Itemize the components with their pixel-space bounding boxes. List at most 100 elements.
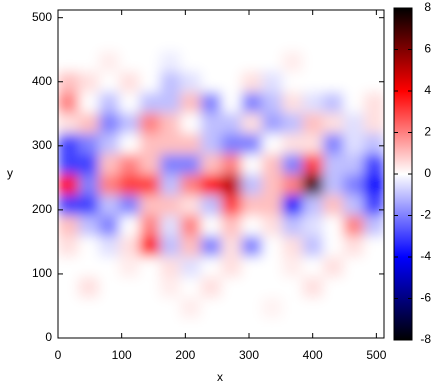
heatmap-cell	[322, 276, 344, 298]
heatmap-cell	[221, 297, 242, 318]
heatmap-cell	[159, 112, 181, 134]
heatmap-cell	[139, 51, 161, 72]
heatmap-cell	[200, 71, 222, 93]
heatmap-cell	[343, 276, 365, 298]
heatmap-cell	[282, 153, 303, 175]
heatmap-cell	[302, 256, 324, 277]
heatmap-cell	[302, 30, 324, 52]
heatmap-cell	[322, 51, 344, 72]
x-tick-label: 0	[55, 348, 62, 362]
colorbar-tick-label: -2	[420, 208, 431, 222]
heatmap-cell	[261, 235, 283, 257]
heatmap-cell	[200, 194, 222, 216]
heatmap-cell	[139, 92, 161, 113]
heatmap-cell	[119, 153, 140, 175]
heatmap-cell	[363, 133, 384, 154]
heatmap-cell	[302, 174, 324, 195]
heatmap-cell	[261, 92, 283, 113]
heatmap-cell	[180, 194, 202, 216]
heatmap-cell	[282, 276, 303, 298]
heatmap-cell	[78, 174, 100, 195]
heatmap-cell	[343, 133, 365, 154]
heatmap-cell	[159, 51, 181, 72]
heatmap-cell	[78, 297, 100, 318]
heatmap-cell	[139, 174, 161, 195]
heatmap-cell	[159, 92, 181, 113]
heatmap-cell	[119, 297, 140, 318]
x-tick-label: 400	[303, 348, 323, 362]
heatmap-cell	[180, 51, 202, 72]
heatmap-cell	[78, 30, 100, 52]
heatmap-cell	[241, 297, 263, 318]
heatmap-cell	[282, 112, 303, 134]
heatmap-cell	[363, 215, 384, 236]
heatmap-cell	[221, 174, 242, 195]
heatmap-cell	[200, 92, 222, 113]
heatmap-cell	[322, 92, 344, 113]
heatmap-cell	[78, 215, 100, 236]
heatmap-cell	[241, 112, 263, 134]
heatmap-cell	[119, 112, 140, 134]
heatmap-cell	[221, 71, 242, 93]
heatmap-cell	[139, 235, 161, 257]
heatmap-cell	[322, 297, 344, 318]
heatmap-cell	[98, 112, 120, 134]
heatmap-cell	[78, 276, 100, 298]
heatmap-cell	[322, 215, 344, 236]
heatmap-cell	[363, 112, 384, 134]
heatmap-cell	[119, 71, 140, 93]
y-tick-label: 0	[45, 330, 52, 344]
heatmap-cell	[119, 51, 140, 72]
heatmap-cell	[139, 30, 161, 52]
heatmap-cell	[139, 256, 161, 277]
heatmap-cell	[261, 112, 283, 134]
heatmap-cell	[159, 133, 181, 154]
heatmap-cell	[119, 133, 140, 154]
heatmap-cell	[159, 10, 181, 31]
heatmap-cell	[241, 153, 263, 175]
y-tick-label: 300	[32, 138, 52, 152]
y-tick-label: 400	[32, 74, 52, 88]
heatmap-cell	[322, 317, 344, 338]
heatmap-cell	[98, 71, 120, 93]
heatmap-cell	[261, 317, 283, 338]
heatmap-cell	[363, 71, 384, 93]
heatmap-cell	[282, 10, 303, 31]
heatmap-cell	[78, 235, 100, 257]
heatmap-cell	[322, 174, 344, 195]
heatmap-cell	[58, 92, 79, 113]
heatmap-cell	[302, 133, 324, 154]
heatmap-cell	[343, 174, 365, 195]
y-tick-label: 100	[32, 266, 52, 280]
heatmap-cell	[221, 215, 242, 236]
heatmap-cell	[343, 235, 365, 257]
heatmap-cell	[98, 276, 120, 298]
heatmap-cell	[58, 133, 79, 154]
heatmap-cell	[261, 174, 283, 195]
heatmap-cell	[78, 10, 100, 31]
heatmap-cell	[98, 297, 120, 318]
heatmap-cell	[241, 256, 263, 277]
heatmap-cell	[200, 276, 222, 298]
heatmap-cell	[302, 92, 324, 113]
heatmap-cell	[282, 92, 303, 113]
heatmap-cell	[322, 235, 344, 257]
heatmap-cell	[363, 276, 384, 298]
heatmap-cell	[200, 235, 222, 257]
heatmap-cell	[78, 194, 100, 216]
heatmap-cell	[261, 153, 283, 175]
heatmap-cell	[322, 71, 344, 93]
heatmap-cell	[98, 256, 120, 277]
heatmap-cell	[343, 10, 365, 31]
heatmap-cell	[322, 153, 344, 175]
heatmap-cell	[200, 112, 222, 134]
heatmap-cell	[363, 235, 384, 257]
heatmap-cell	[363, 51, 384, 72]
heatmap-cell	[221, 194, 242, 216]
heatmap-cell	[119, 215, 140, 236]
heatmap-cell	[78, 133, 100, 154]
heatmap-cell	[221, 256, 242, 277]
heatmap-cell	[119, 92, 140, 113]
heatmap-cell	[200, 174, 222, 195]
heatmap-cell	[241, 215, 263, 236]
